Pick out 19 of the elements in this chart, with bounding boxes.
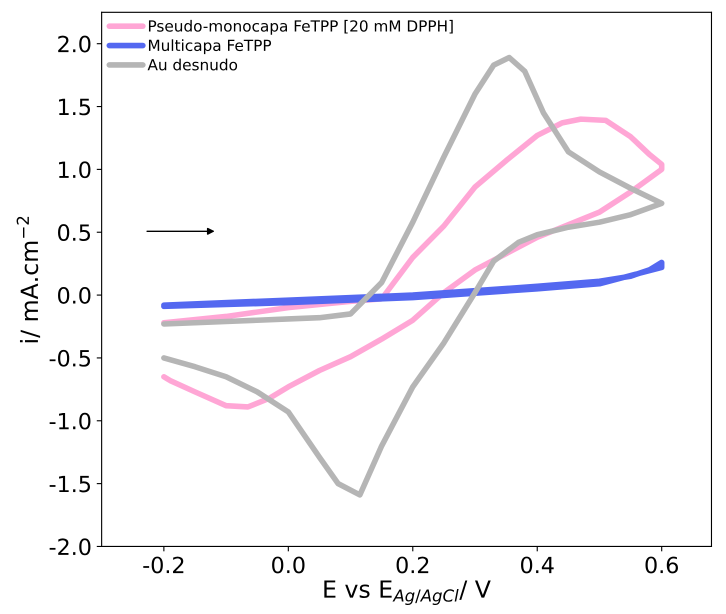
x-tick-label: 0.4 bbox=[521, 556, 554, 574]
x-tick-label: 0.2 bbox=[396, 556, 428, 574]
y-tick-label: 0.0 bbox=[58, 287, 90, 304]
y-tick-label: 1.5 bbox=[59, 98, 90, 116]
y-tick-label: -2.0 bbox=[50, 538, 90, 556]
y-tick-label: 2.0 bbox=[58, 36, 90, 52]
x-tick-label: -0.2 bbox=[143, 556, 184, 574]
x-tick-label: 0.6 bbox=[645, 556, 678, 574]
legend-label: Multicapa FeTPP bbox=[148, 39, 272, 54]
x-tick-label: 0.0 bbox=[272, 556, 305, 574]
legend-label: Au desnudo bbox=[148, 58, 238, 70]
x-axis-title: E vs E$_{Ag/AgCl}$/ V bbox=[324, 580, 491, 605]
y-tick-label: 0.5 bbox=[58, 224, 90, 241]
y-tick-label: -1.5 bbox=[50, 476, 90, 492]
y-tick-label: 1.0 bbox=[59, 161, 90, 178]
legend-label: Pseudo-monocapa FeTPP [20 mM DPPH] bbox=[148, 20, 453, 35]
y-tick-label: -1.0 bbox=[50, 412, 90, 430]
y-axis-title: i/ mA.cm$^{−2}$ bbox=[16, 216, 40, 342]
y-tick-label: -0.5 bbox=[50, 350, 90, 367]
